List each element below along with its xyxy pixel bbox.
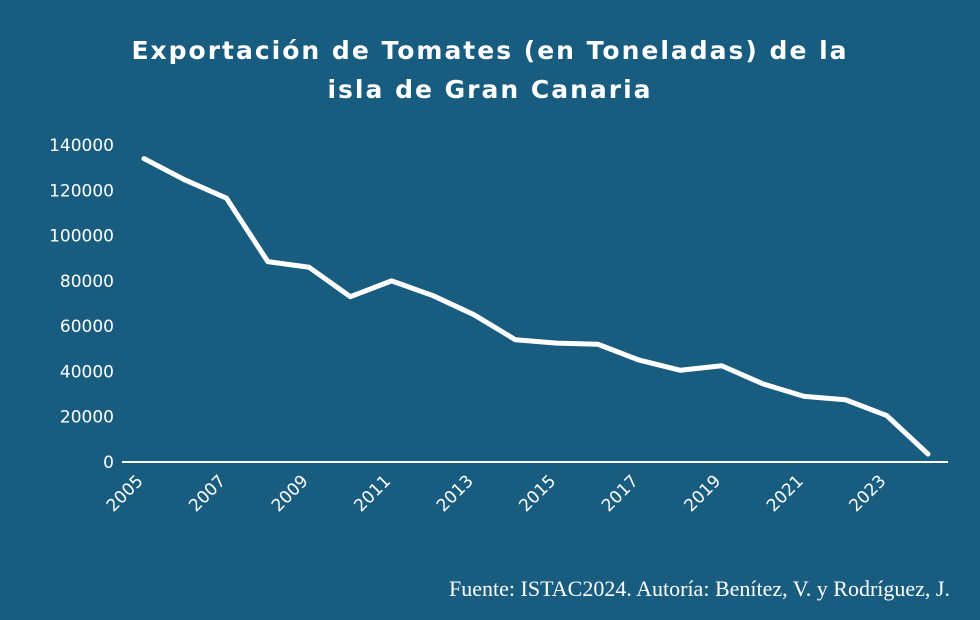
y-tick-label: 40000 <box>60 362 114 382</box>
y-tick-label: 140000 <box>49 136 114 156</box>
y-tick-label: 80000 <box>60 272 114 292</box>
x-tick-label: 2005 <box>103 471 148 516</box>
data-point-2021 <box>802 394 807 399</box>
data-point-2020 <box>760 381 765 386</box>
data-point-2010 <box>348 294 353 299</box>
data-point-2017 <box>637 358 642 363</box>
data-point-2008 <box>265 259 270 264</box>
x-tick-label: 2011 <box>350 471 395 516</box>
x-tick-label: 2007 <box>185 471 230 516</box>
y-tick-label: 120000 <box>49 181 114 201</box>
data-point-2005 <box>142 156 146 161</box>
data-point-2019 <box>719 363 724 368</box>
data-point-2023 <box>884 413 889 418</box>
series-line <box>141 156 931 457</box>
x-tick-label: 2023 <box>846 471 891 516</box>
data-point-2016 <box>595 342 600 347</box>
data-point-2022 <box>843 397 848 402</box>
y-tick-label: 20000 <box>60 408 114 428</box>
x-tick-label: 2021 <box>763 471 808 516</box>
data-point-2006 <box>183 178 188 183</box>
chart-title-line-2: isla de Gran Canaria <box>327 75 652 104</box>
x-axis-ticks: 2005 2007 2009 2011 2013 2015 2017 2019 2021 2023 <box>103 471 890 516</box>
data-point-2012 <box>430 293 435 298</box>
y-tick-label: 60000 <box>60 317 114 337</box>
y-tick-label: 100000 <box>49 227 114 247</box>
data-point-2024 <box>926 452 930 457</box>
y-axis-ticks: 0 20000 40000 60000 80000 100000 120000 140000 <box>49 136 114 473</box>
x-tick-label: 2015 <box>515 471 560 516</box>
y-tick-label: 0 <box>103 453 114 473</box>
x-tick-label: 2019 <box>680 471 725 516</box>
x-tick-label: 2009 <box>268 471 313 516</box>
chart-title-line-1: Exportación de Tomates (en Toneladas) de… <box>131 36 848 65</box>
chart-title: Exportación de Tomates (en Toneladas) de… <box>131 36 848 104</box>
series-points <box>142 156 930 457</box>
data-point-2015 <box>554 341 559 346</box>
data-point-2014 <box>513 337 518 342</box>
data-point-2007 <box>224 196 229 201</box>
x-tick-label: 2017 <box>598 471 643 516</box>
data-point-2018 <box>678 368 683 373</box>
source-caption: Fuente: ISTAC2024. Autoría: Benítez, V. … <box>449 576 950 601</box>
data-point-2009 <box>307 265 312 270</box>
data-point-2011 <box>389 278 394 283</box>
x-tick-label: 2013 <box>433 471 478 516</box>
data-point-2013 <box>472 312 477 317</box>
